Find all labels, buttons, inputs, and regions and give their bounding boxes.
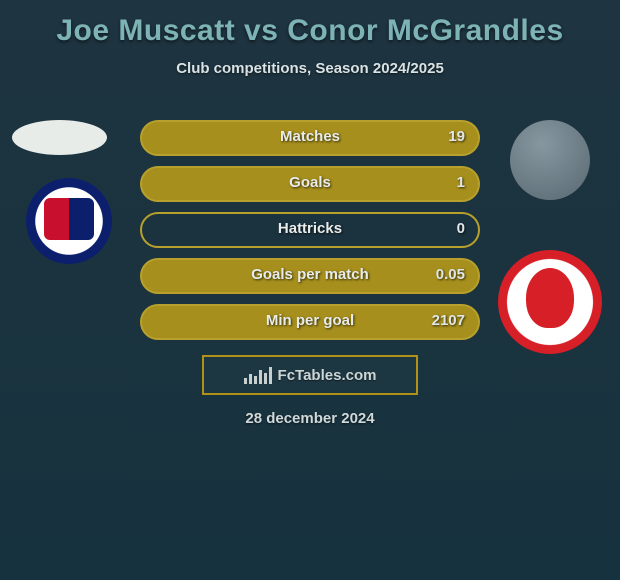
watermark-text: FcTables.com	[278, 367, 377, 384]
stat-row: Goals per match 0.05	[0, 258, 620, 294]
stat-value: 0	[457, 220, 465, 237]
stats-panel: Matches 19 Goals 1 Hattricks 0 Goals per…	[0, 120, 620, 350]
stat-row: Matches 19	[0, 120, 620, 156]
comparison-subtitle: Club competitions, Season 2024/2025	[0, 60, 620, 77]
stat-value: 19	[448, 128, 465, 145]
comparison-title: Joe Muscatt vs Conor McGrandles	[0, 0, 620, 48]
stat-label: Goals	[0, 174, 620, 191]
stat-row: Goals 1	[0, 166, 620, 202]
stat-label: Matches	[0, 128, 620, 145]
snapshot-date: 28 december 2024	[0, 410, 620, 427]
stat-value: 2107	[432, 312, 465, 329]
stat-value: 0.05	[436, 266, 465, 283]
watermark: FcTables.com	[202, 355, 418, 395]
stat-row: Min per goal 2107	[0, 304, 620, 340]
chart-icon	[244, 367, 272, 384]
stat-value: 1	[457, 174, 465, 191]
stat-label: Hattricks	[0, 220, 620, 237]
stat-row: Hattricks 0	[0, 212, 620, 248]
stat-label: Goals per match	[0, 266, 620, 283]
stat-label: Min per goal	[0, 312, 620, 329]
